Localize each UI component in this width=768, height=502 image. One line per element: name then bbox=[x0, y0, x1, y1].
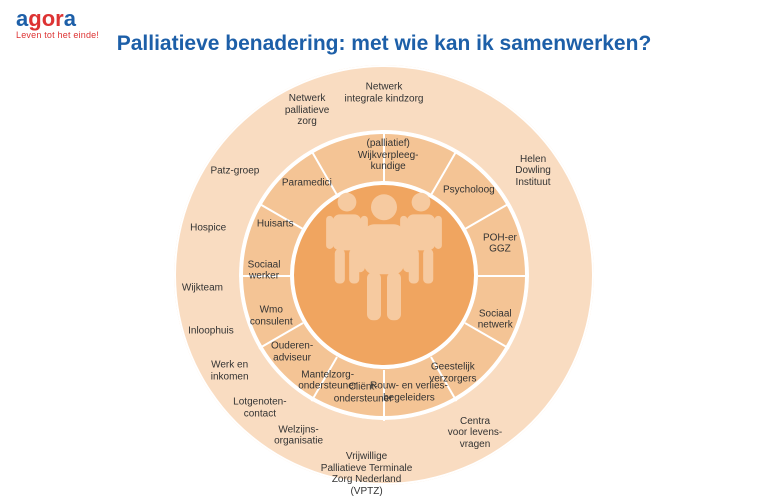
ring-divider bbox=[478, 275, 529, 277]
ring-label: Huisarts bbox=[257, 219, 294, 231]
ring-label: Netwerk palliatieve zorg bbox=[285, 93, 329, 128]
ring-label: (palliatief) Wijkverpleeg- kundige bbox=[358, 138, 419, 173]
ring-label: Welzijns- organisatie bbox=[274, 424, 323, 447]
brand-logo: agora bbox=[16, 6, 76, 32]
ring-label: Wmo consulent bbox=[250, 305, 293, 328]
ring-label: Netwerk integrale kindzorg bbox=[345, 82, 424, 105]
ring-label: Lotgenoten- contact bbox=[233, 397, 286, 420]
ring-label: Paramedici bbox=[282, 177, 332, 189]
ring-label: Inloophuis bbox=[188, 325, 234, 337]
ring-label: Centra voor levens- vragen bbox=[448, 415, 502, 450]
ring-label: Hospice bbox=[190, 222, 226, 234]
ring-label: Mantelzorg- ondersteuner bbox=[298, 369, 357, 392]
ring-label: Vrijwillige Palliatieve Terminale Zorg N… bbox=[321, 451, 413, 497]
ring-label: Patz-groep bbox=[210, 165, 259, 177]
ring-label: Sociaal werker bbox=[248, 259, 281, 282]
ring-label: Sociaal netwerk bbox=[478, 308, 513, 331]
ring-label: Psycholoog bbox=[443, 184, 495, 196]
ring-label: Ouderen- adviseur bbox=[271, 341, 313, 364]
ring-label: Helen Dowling Instituut bbox=[515, 153, 551, 188]
ring-label: POH-er GGZ bbox=[483, 232, 517, 255]
page-title: Palliatieve benadering: met wie kan ik s… bbox=[0, 32, 768, 56]
people-icon bbox=[309, 189, 459, 354]
collaboration-rings-diagram: (palliatief) Wijkverpleeg- kundige Psycho… bbox=[164, 55, 604, 495]
ring-label: Werk en inkomen bbox=[211, 360, 249, 383]
ring-label: Wijkteam bbox=[182, 282, 223, 294]
